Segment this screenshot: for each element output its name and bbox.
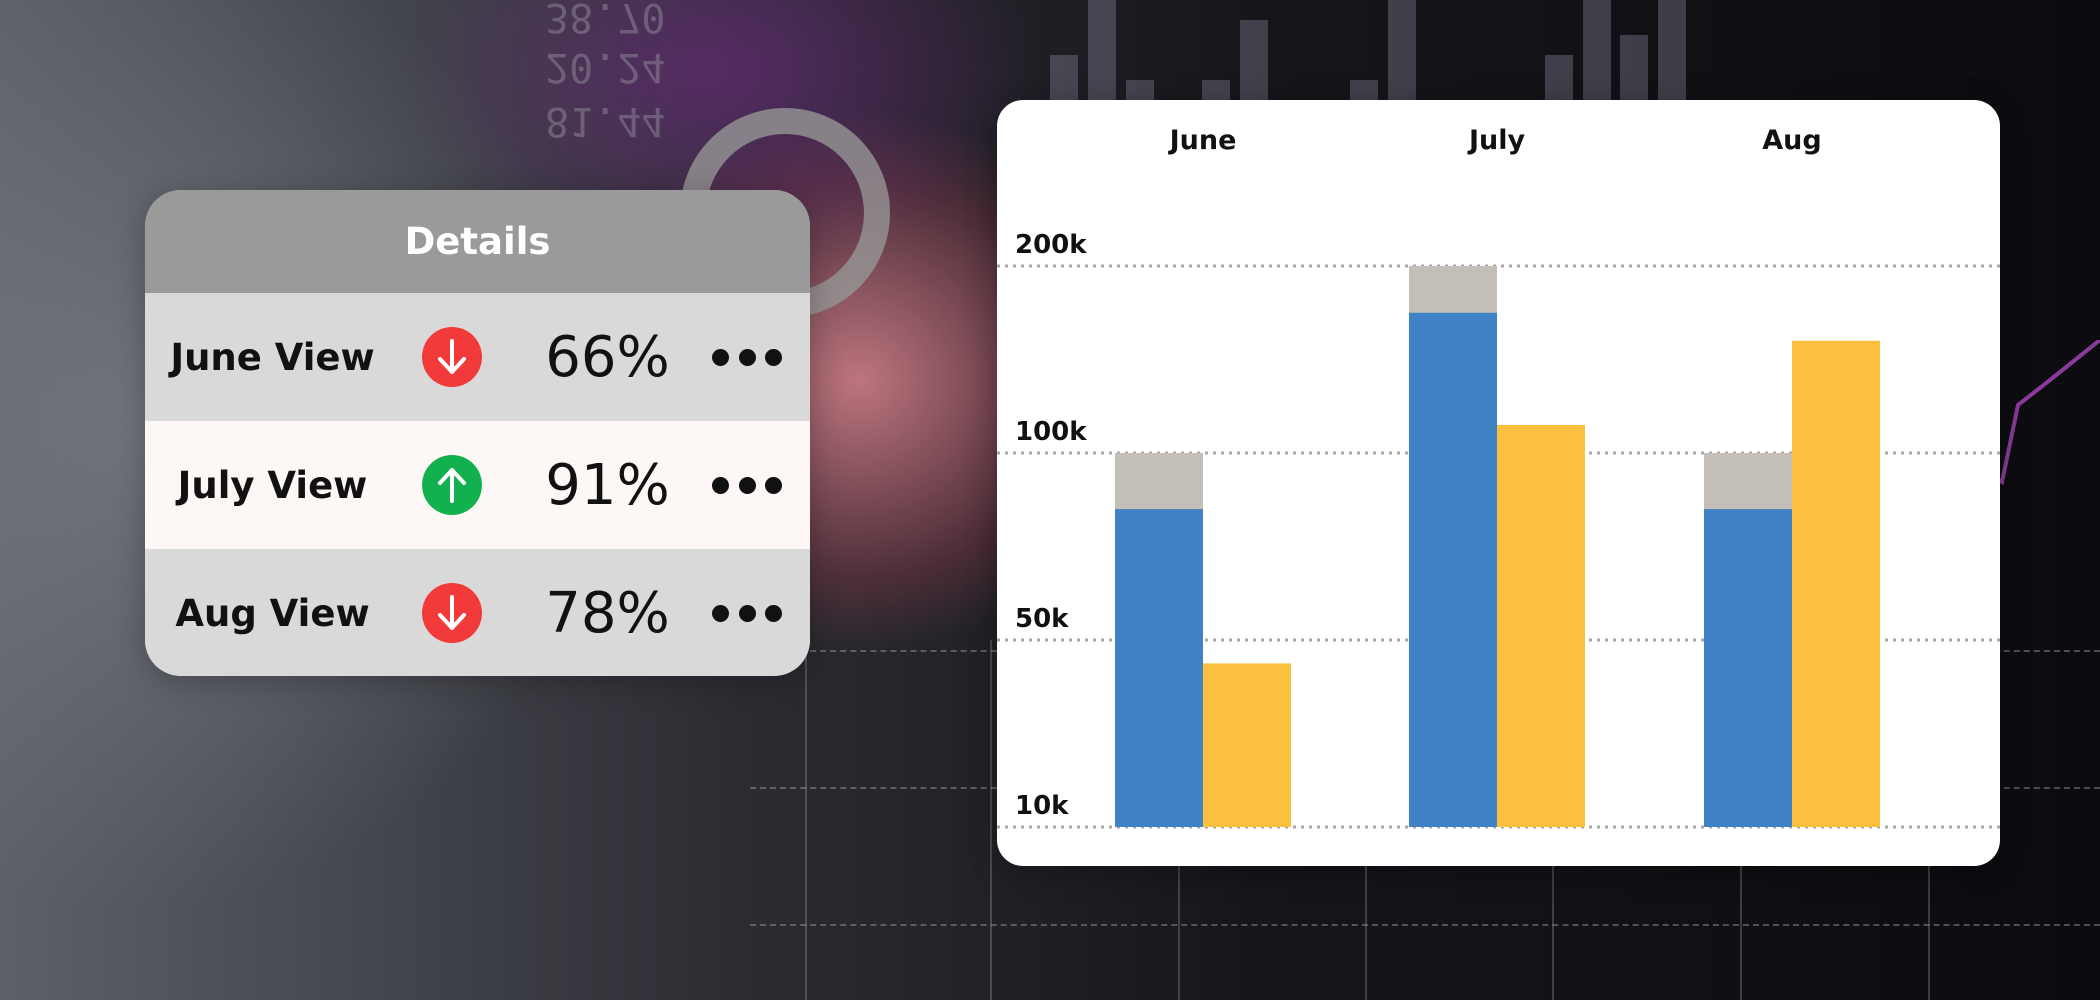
- y-tick-label: 200k: [1015, 230, 1087, 260]
- background-trend-line: [1990, 340, 2100, 486]
- background-number: 38.70: [545, 0, 666, 40]
- background-gridline: [990, 640, 992, 1000]
- arrow-down-icon: [422, 327, 482, 387]
- bar-yellow-aug: [1792, 340, 1880, 827]
- background-number: 81.44: [545, 98, 666, 144]
- bar-chart: 10k 50k 100k 200k June July Aug: [997, 125, 2000, 829]
- category-label: June: [1168, 125, 1237, 156]
- bar-yellow-july: [1497, 424, 1585, 827]
- row-percentage: 66%: [545, 324, 670, 390]
- category-label: Aug: [1762, 125, 1821, 156]
- bar-blue-aug: [1704, 509, 1792, 827]
- row-label: Aug View: [175, 591, 370, 635]
- row-percentage: 78%: [545, 580, 670, 646]
- y-tick-label: 50k: [1015, 604, 1069, 634]
- row-percentage: 91%: [545, 452, 670, 518]
- bar-yellow-june: [1203, 663, 1291, 827]
- bar-blue-july: [1409, 312, 1497, 827]
- row-label: July View: [177, 463, 368, 507]
- arrow-down-icon: [422, 583, 482, 643]
- row-label: June View: [170, 335, 375, 379]
- more-horizontal-icon[interactable]: [712, 337, 782, 377]
- y-tick-label: 10k: [1015, 791, 1069, 821]
- detail-row-july: July View 91%: [145, 421, 810, 549]
- bar-chart-card: 10k 50k 100k 200k June July Aug: [997, 100, 2000, 866]
- background-gridline: [805, 640, 807, 1000]
- y-tick-label: 100k: [1015, 417, 1087, 447]
- background-number: 20.24: [545, 44, 666, 90]
- more-horizontal-icon[interactable]: [712, 465, 782, 505]
- detail-row-june: June View 66%: [145, 293, 810, 421]
- background-gridline: [750, 924, 2100, 926]
- background-bar-chart: [1030, 0, 1730, 110]
- details-header: Details: [145, 190, 810, 293]
- details-card: Details June View 66% July View 91% Aug …: [145, 190, 810, 676]
- more-horizontal-icon[interactable]: [712, 593, 782, 633]
- bar-blue-june: [1115, 509, 1203, 827]
- detail-row-aug: Aug View 78%: [145, 549, 810, 676]
- arrow-up-icon: [422, 455, 482, 515]
- details-title: Details: [404, 220, 551, 263]
- category-label: July: [1467, 125, 1526, 156]
